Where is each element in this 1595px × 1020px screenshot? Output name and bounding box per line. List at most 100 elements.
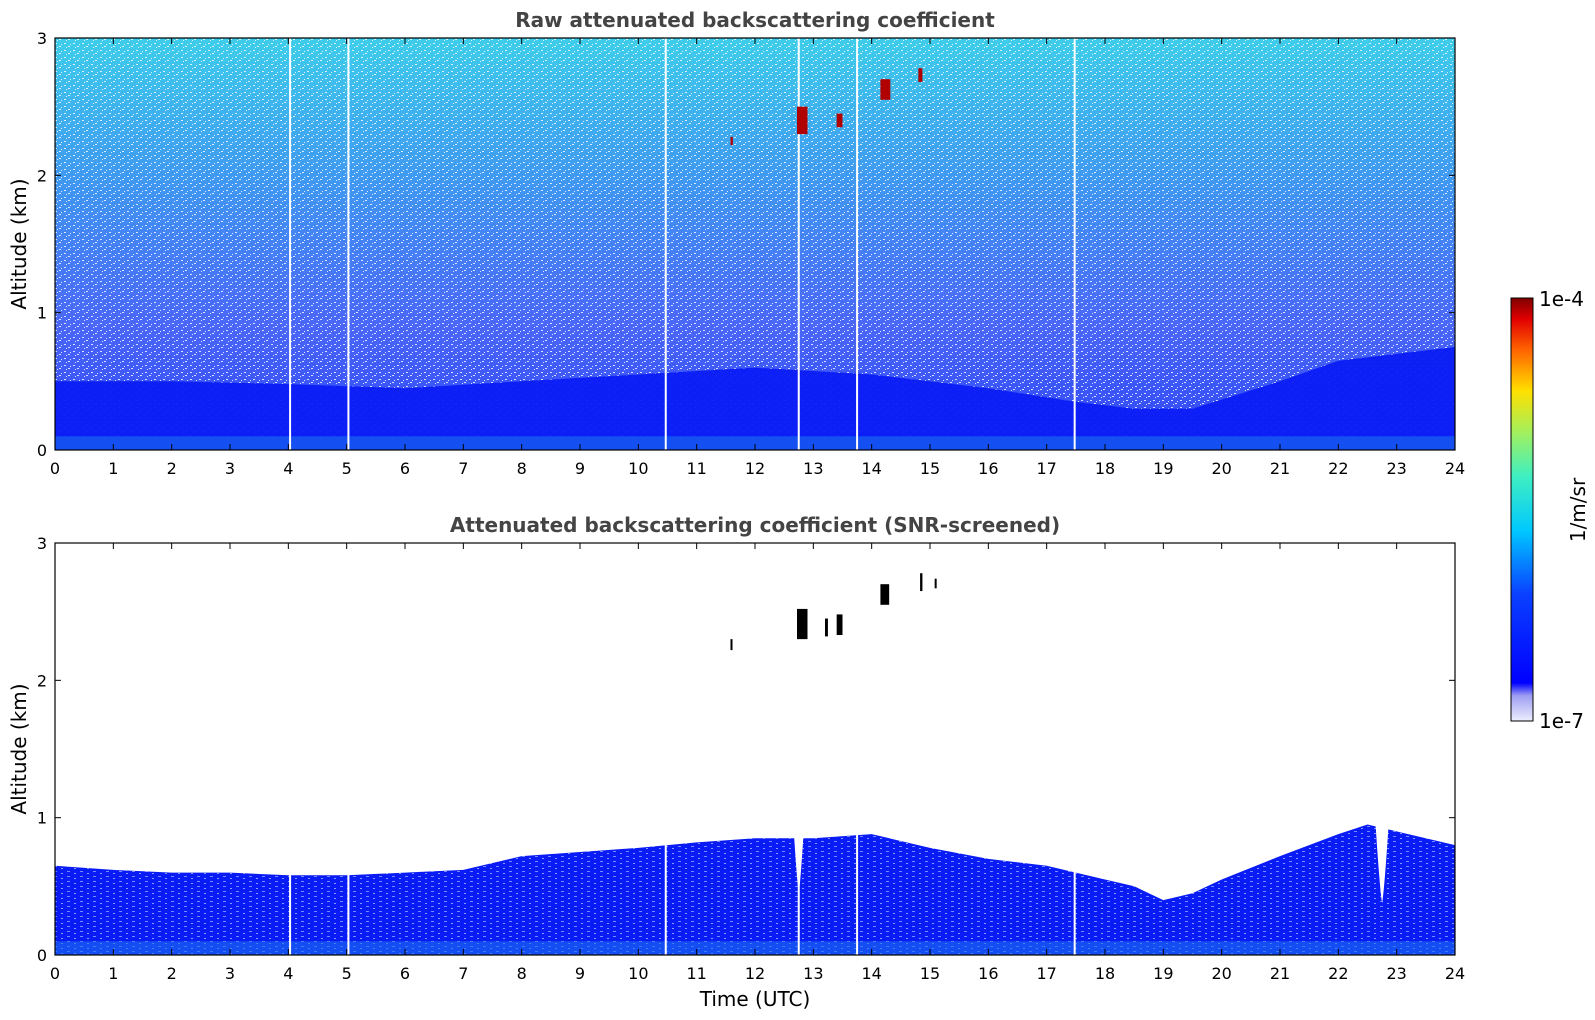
y-axis-screened: 0 1 2 3 — [37, 534, 1455, 965]
colorbar-gradient — [1510, 297, 1534, 722]
raw-xtick-label: 24 — [1445, 459, 1465, 478]
screened-xtick-label: 22 — [1328, 964, 1348, 983]
data-gap-line — [289, 543, 292, 955]
raw-xtick-label: 12 — [745, 459, 765, 478]
screened-xtick-label: 3 — [225, 964, 235, 983]
screened-xtick-label: 14 — [861, 964, 881, 983]
chart-title-screened: Attenuated backscattering coefficient (S… — [450, 513, 1060, 537]
x-axis-screened: 0 1 2 3 4 5 6 7 8 9 10 11 12 13 14 15 16 17 18 19 20 21 22 23 24 — [50, 543, 1465, 983]
screened-xtick-label: 6 — [400, 964, 410, 983]
cloud-feature — [880, 584, 890, 605]
screened-xtick-label: 13 — [803, 964, 823, 983]
screened-xtick-label: 9 — [575, 964, 585, 983]
heatmap-raw — [55, 38, 1455, 450]
raw-xtick-label: 15 — [920, 459, 940, 478]
cloud-feature — [920, 573, 923, 592]
raw-xtick-label: 11 — [686, 459, 706, 478]
data-gap-line — [347, 38, 350, 450]
raw-ytick-label: 3 — [37, 29, 47, 48]
screened-xtick-label: 18 — [1095, 964, 1115, 983]
raw-xtick-label: 16 — [978, 459, 998, 478]
raw-xtick-label: 9 — [575, 459, 585, 478]
data-gap-line — [1073, 543, 1076, 955]
y-axis-raw: 0 1 2 3 — [37, 29, 1455, 460]
raw-xtick-label: 21 — [1270, 459, 1290, 478]
y-axis-label-screened: Altitude (km) — [7, 683, 31, 814]
screened-xtick-label: 19 — [1153, 964, 1173, 983]
colorbar-max-label: 1e-4 — [1539, 287, 1584, 311]
cloud-feature — [825, 618, 828, 637]
screened-xtick-label: 2 — [167, 964, 177, 983]
screened-xtick-label: 24 — [1445, 964, 1465, 983]
raw-xtick-label: 8 — [517, 459, 527, 478]
chart-title-raw: Raw attenuated backscattering coefficien… — [515, 8, 995, 32]
cloud-feature — [880, 79, 891, 100]
data-gap-line — [856, 38, 859, 450]
screened-xtick-label: 7 — [458, 964, 468, 983]
screened-xtick-label: 0 — [50, 964, 60, 983]
cloud-feature — [730, 136, 733, 146]
data-gap-line — [797, 38, 800, 450]
data-gap-line — [664, 38, 667, 450]
screened-xtick-label: 15 — [920, 964, 940, 983]
screened-xtick-label: 8 — [517, 964, 527, 983]
screened-ytick-label: 1 — [37, 809, 47, 828]
cloud-feature — [918, 68, 923, 82]
screened-ytick-label: 0 — [37, 946, 47, 965]
cloud-feature — [730, 639, 733, 651]
screened-xtick-label: 5 — [342, 964, 352, 983]
data-gaps-screened — [289, 543, 1076, 955]
raw-xtick-label: 14 — [861, 459, 881, 478]
panel-raw: Raw attenuated backscattering coefficien… — [7, 8, 1465, 478]
heatmap-screened — [55, 543, 1455, 955]
cloud-feature — [836, 113, 843, 128]
raw-xtick-label: 17 — [1036, 459, 1056, 478]
x-axis-label: Time (UTC) — [699, 987, 811, 1011]
raw-xtick-label: 3 — [225, 459, 235, 478]
raw-ytick-label: 1 — [37, 304, 47, 323]
raw-xtick-label: 1 — [108, 459, 118, 478]
raw-xtick-label: 0 — [50, 459, 60, 478]
screened-xtick-label: 4 — [283, 964, 293, 983]
data-gap-line — [797, 543, 800, 955]
raw-xtick-label: 10 — [628, 459, 648, 478]
raw-xtick-label: 20 — [1211, 459, 1231, 478]
raw-xtick-label: 2 — [167, 459, 177, 478]
screened-xtick-label: 10 — [628, 964, 648, 983]
cloud-feature — [836, 614, 843, 636]
data-gap-line — [856, 543, 859, 955]
panel-screened: Attenuated backscattering coefficient (S… — [7, 513, 1465, 1011]
data-gap-line — [347, 543, 350, 955]
y-axis-label-raw: Altitude (km) — [7, 178, 31, 309]
boundary-layer-raw — [55, 347, 1455, 450]
clear-notch — [1375, 817, 1390, 903]
screened-xtick-label: 1 — [108, 964, 118, 983]
screened-ytick-label: 2 — [37, 671, 47, 690]
data-gap-line — [664, 543, 667, 955]
colorbar-min-label: 1e-7 — [1539, 709, 1584, 733]
screened-ytick-label: 3 — [37, 534, 47, 553]
raw-xtick-label: 4 — [283, 459, 293, 478]
raw-xtick-label: 5 — [342, 459, 352, 478]
cloud-feature — [797, 106, 808, 135]
screened-xtick-label: 21 — [1270, 964, 1290, 983]
screened-xtick-label: 12 — [745, 964, 765, 983]
screened-xtick-label: 20 — [1211, 964, 1231, 983]
raw-xtick-label: 6 — [400, 459, 410, 478]
raw-xtick-label: 23 — [1386, 459, 1406, 478]
x-axis-raw: 0 1 2 3 4 5 6 7 8 9 10 11 12 13 14 15 16 17 18 19 20 21 22 23 24 — [50, 38, 1465, 478]
raw-xtick-label: 19 — [1153, 459, 1173, 478]
raw-xtick-label: 7 — [458, 459, 468, 478]
cloud-features-raw — [730, 68, 923, 146]
cloud-feature — [934, 578, 937, 589]
screened-xtick-label: 17 — [1036, 964, 1056, 983]
aerosol-layer-texture — [55, 824, 1455, 955]
raw-ytick-label: 0 — [37, 441, 47, 460]
screened-xtick-label: 16 — [978, 964, 998, 983]
cloud-feature — [797, 608, 808, 640]
data-gap-line — [289, 38, 292, 450]
data-gaps-raw — [289, 38, 1076, 450]
colorbar: 1e-4 1e-7 1/m/sr — [1510, 287, 1590, 733]
raw-xtick-label: 22 — [1328, 459, 1348, 478]
